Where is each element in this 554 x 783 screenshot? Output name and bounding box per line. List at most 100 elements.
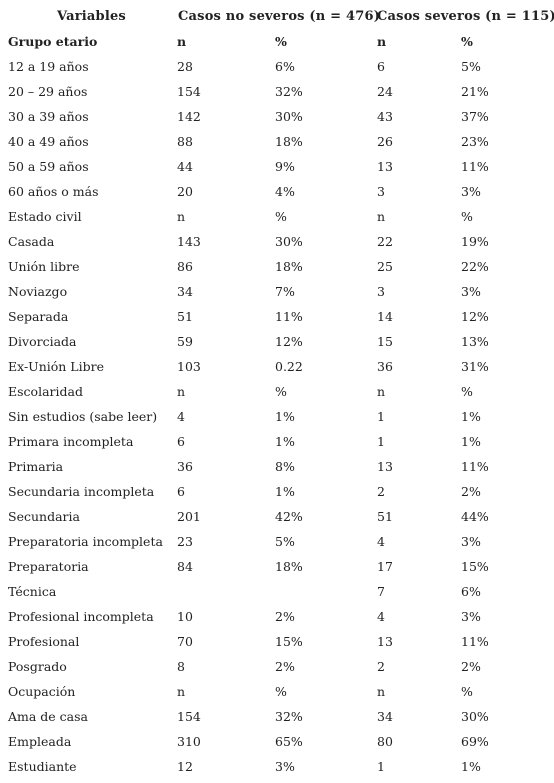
row-label: Profesional incompleta xyxy=(8,609,154,624)
row-label: 50 a 59 años xyxy=(8,159,89,174)
casos-no-severos-pct: % xyxy=(275,34,287,49)
casos-severos-pct: 13% xyxy=(461,334,489,349)
casos-no-severos-n: 6 xyxy=(177,484,185,499)
row-label: 20 – 29 años xyxy=(8,84,88,99)
table-row: Secundaria incompleta 6 1% 2 2% xyxy=(0,479,554,504)
casos-severos-n: 13 xyxy=(377,459,393,474)
row-label: Ex-Unión Libre xyxy=(8,359,104,374)
casos-severos-pct: % xyxy=(461,34,473,49)
casos-no-severos-pct: 3% xyxy=(275,759,295,774)
table-row: Noviazgo 34 7% 3 3% xyxy=(0,279,554,304)
casos-no-severos-pct: 5% xyxy=(275,534,295,549)
casos-no-severos-n: 59 xyxy=(177,334,193,349)
casos-severos-pct: 12% xyxy=(461,309,489,324)
table-header: Variables Casos no severos (n = 476) Cas… xyxy=(0,0,554,34)
table-row: Primara incompleta 6 1% 1 1% xyxy=(0,429,554,454)
casos-no-severos-pct: 18% xyxy=(275,134,303,149)
table-row: Casada 143 30% 22 19% xyxy=(0,229,554,254)
casos-severos-n: 3 xyxy=(377,284,385,299)
casos-no-severos-pct: 4% xyxy=(275,184,295,199)
row-label: Divorciada xyxy=(8,334,77,349)
casos-severos-n: 80 xyxy=(377,734,393,749)
casos-severos-n: 7 xyxy=(377,584,385,599)
casos-no-severos-n: 70 xyxy=(177,634,193,649)
row-label: 12 a 19 años xyxy=(8,59,89,74)
casos-severos-n: 43 xyxy=(377,109,393,124)
casos-severos-n: 17 xyxy=(377,559,393,574)
casos-no-severos-pct: 2% xyxy=(275,659,295,674)
row-label: Estudiante xyxy=(8,759,77,774)
table-row: Profesional 70 15% 13 11% xyxy=(0,629,554,654)
casos-no-severos-pct: 8% xyxy=(275,459,295,474)
casos-severos-n: n xyxy=(377,34,387,49)
casos-severos-pct: 2% xyxy=(461,659,481,674)
casos-severos-n: 6 xyxy=(377,59,385,74)
casos-no-severos-pct: 9% xyxy=(275,159,295,174)
casos-severos-n: 15 xyxy=(377,334,393,349)
casos-no-severos-pct: 18% xyxy=(275,559,303,574)
casos-no-severos-n: n xyxy=(177,384,186,399)
casos-severos-pct: 19% xyxy=(461,234,489,249)
table-row: Grupo etario n% n% xyxy=(0,29,554,54)
row-label: Secundaria xyxy=(8,509,80,524)
data-table: Grupo etario n% n% 12 a 19 años 28 6% 6 5% 20 – … xyxy=(0,29,554,779)
casos-no-severos-n: 86 xyxy=(177,259,193,274)
casos-no-severos-n: 8 xyxy=(177,659,185,674)
casos-no-severos-pct: % xyxy=(275,209,287,224)
casos-severos-n: 4 xyxy=(377,534,385,549)
casos-severos-n: 25 xyxy=(377,259,393,274)
row-label: Profesional xyxy=(8,634,80,649)
casos-no-severos-n: n xyxy=(177,209,186,224)
casos-no-severos-n: n xyxy=(177,34,187,49)
table-row: Ocupación n% n% xyxy=(0,679,554,704)
casos-severos-n: 14 xyxy=(377,309,393,324)
casos-severos-n: n xyxy=(377,684,386,699)
casos-severos-n: 1 xyxy=(377,409,385,424)
table-row: Estudiante 12 3% 1 1% xyxy=(0,754,554,779)
casos-severos-n: 13 xyxy=(377,634,393,649)
casos-no-severos-n: 143 xyxy=(177,234,201,249)
casos-no-severos-pct: 30% xyxy=(275,234,303,249)
casos-no-severos-n: 84 xyxy=(177,559,193,574)
row-label: Estado civil xyxy=(8,209,82,224)
table-row: Estado civil n% n% xyxy=(0,204,554,229)
casos-no-severos-pct: 18% xyxy=(275,259,303,274)
table-row: 50 a 59 años 44 9% 13 11% xyxy=(0,154,554,179)
casos-no-severos-pct: 42% xyxy=(275,509,303,524)
casos-severos-pct: 11% xyxy=(461,634,489,649)
row-label: Secundaria incompleta xyxy=(8,484,155,499)
casos-no-severos-pct: 0.22 xyxy=(275,359,303,374)
row-label: Preparatoria xyxy=(8,559,89,574)
casos-no-severos-n: 310 xyxy=(177,734,201,749)
row-label: Primaria xyxy=(8,459,64,474)
casos-no-severos-n: n xyxy=(177,684,186,699)
casos-severos-n: 2 xyxy=(377,484,385,499)
casos-severos-pct: 3% xyxy=(461,609,481,624)
table-row: Escolaridad n% n% xyxy=(0,379,554,404)
table-row: Posgrado 8 2% 2 2% xyxy=(0,654,554,679)
casos-severos-n: 36 xyxy=(377,359,393,374)
casos-severos-n: n xyxy=(377,209,386,224)
row-label: 30 a 39 años xyxy=(8,109,89,124)
table-row: Empleada 310 65% 80 69% xyxy=(0,729,554,754)
casos-no-severos-pct: % xyxy=(275,384,287,399)
casos-severos-n: 13 xyxy=(377,159,393,174)
casos-no-severos-pct: 2% xyxy=(275,609,295,624)
casos-severos-pct: 22% xyxy=(461,259,489,274)
casos-no-severos-pct: 7% xyxy=(275,284,295,299)
casos-severos-pct: 44% xyxy=(461,509,489,524)
casos-no-severos-pct: 32% xyxy=(275,84,303,99)
casos-severos-pct: 3% xyxy=(461,534,481,549)
casos-severos-pct: 23% xyxy=(461,134,489,149)
casos-no-severos-n: 34 xyxy=(177,284,193,299)
casos-no-severos-pct: 1% xyxy=(275,434,295,449)
casos-no-severos-n: 103 xyxy=(177,359,201,374)
casos-severos-pct: 31% xyxy=(461,359,489,374)
casos-severos-pct: 37% xyxy=(461,109,489,124)
table-row: Unión libre 86 18% 25 22% xyxy=(0,254,554,279)
row-label: Técnica xyxy=(8,584,57,599)
row-label: Posgrado xyxy=(8,659,67,674)
casos-no-severos-pct: 65% xyxy=(275,734,303,749)
casos-no-severos-n: 51 xyxy=(177,309,193,324)
row-label: Primara incompleta xyxy=(8,434,134,449)
